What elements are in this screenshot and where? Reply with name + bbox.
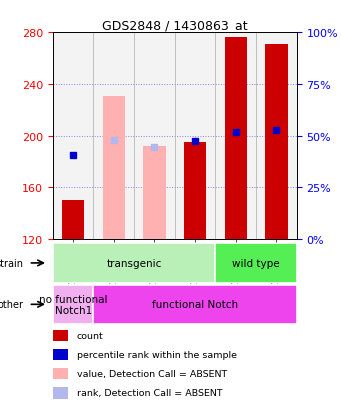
Text: functional Notch: functional Notch: [152, 299, 238, 310]
Text: count: count: [77, 331, 103, 340]
Text: wild type: wild type: [232, 258, 280, 268]
Bar: [224, 38, 247, 240]
Bar: [143, 147, 166, 240]
Text: transgenic: transgenic: [106, 258, 162, 268]
Bar: [53, 33, 93, 240]
Text: percentile rank within the sample: percentile rank within the sample: [77, 350, 237, 359]
Bar: [175, 33, 216, 240]
Text: no functional
Notch1: no functional Notch1: [39, 294, 107, 316]
Text: value, Detection Call = ABSENT: value, Detection Call = ABSENT: [77, 369, 227, 378]
Bar: [184, 143, 206, 240]
Text: strain: strain: [0, 258, 24, 268]
Bar: [93, 33, 134, 240]
Text: other: other: [0, 299, 24, 310]
Bar: [53, 285, 93, 324]
Title: GDS2848 / 1430863_at: GDS2848 / 1430863_at: [102, 19, 248, 32]
Bar: [134, 33, 175, 240]
Bar: [216, 244, 297, 283]
Bar: [62, 201, 84, 240]
Bar: [216, 33, 256, 240]
Bar: [93, 285, 297, 324]
Bar: [53, 244, 216, 283]
Bar: [256, 33, 297, 240]
Bar: [103, 96, 125, 240]
Bar: [265, 45, 287, 240]
Text: rank, Detection Call = ABSENT: rank, Detection Call = ABSENT: [77, 388, 222, 397]
